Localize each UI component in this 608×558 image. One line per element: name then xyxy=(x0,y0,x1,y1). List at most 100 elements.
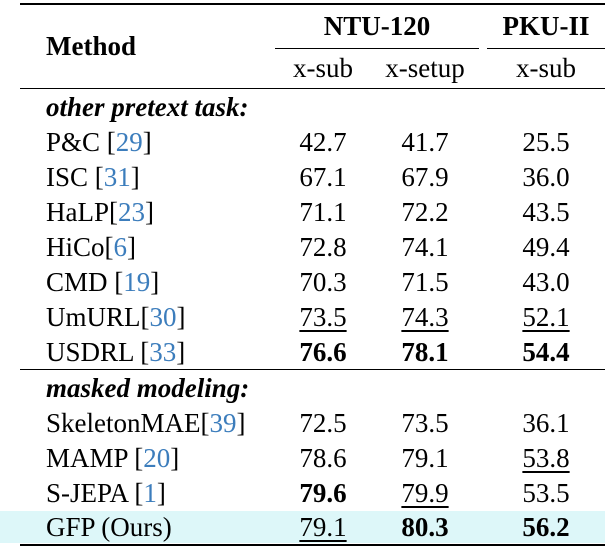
cell-ntu-xsetup: 78.1 xyxy=(371,335,479,370)
value-second-best: 52.1 xyxy=(522,302,570,332)
method-cell: HaLP[23] xyxy=(20,195,275,230)
cite-bracket-open: [ xyxy=(114,267,124,297)
cite-bracket-open: [ xyxy=(134,478,144,508)
citation-link[interactable]: 19 xyxy=(123,267,151,297)
value: 25.5 xyxy=(522,127,570,157)
value-best: 56.2 xyxy=(522,512,570,542)
cell-ntu-xsub: 42.7 xyxy=(275,125,371,160)
cell-pku-xsub: 43.0 xyxy=(487,265,605,300)
cell-ntu-xsub: 79.6 xyxy=(275,476,371,511)
citation-link[interactable]: 6 xyxy=(113,232,128,262)
table-row: HiCo[6] 72.8 74.1 49.4 xyxy=(20,230,605,265)
method-name: USDRL xyxy=(46,336,141,367)
cell-ntu-xsub: 67.1 xyxy=(275,160,371,195)
value: 72.5 xyxy=(299,408,347,438)
cite-bracket-close: ] xyxy=(156,478,166,508)
cite-bracket-open: [ xyxy=(200,408,210,438)
cite-bracket-close: ] xyxy=(145,197,154,227)
cite-bracket-open: [ xyxy=(140,302,150,332)
cell-ntu-xsub: 72.5 xyxy=(275,406,371,441)
value-second-best: 74.3 xyxy=(401,302,449,332)
cite-bracket-open: [ xyxy=(109,197,118,227)
citation-link[interactable]: 30 xyxy=(149,302,177,332)
value: 49.4 xyxy=(522,232,570,262)
citation-link[interactable]: 31 xyxy=(103,162,131,192)
value: 43.5 xyxy=(522,197,570,227)
value: 71.5 xyxy=(401,267,449,297)
gap-cell xyxy=(479,406,487,441)
col-group-pku2: PKU-II xyxy=(487,5,605,49)
value: 72.8 xyxy=(299,232,347,262)
col-header-pku-xsub: x-sub xyxy=(487,49,605,89)
section-title: other pretext task: xyxy=(46,91,249,122)
cell-ntu-xsub: 70.3 xyxy=(275,265,371,300)
cell-ntu-xsetup: 74.1 xyxy=(371,230,479,265)
citation-link[interactable]: 1 xyxy=(143,478,157,508)
section-title: masked modeling: xyxy=(46,372,250,403)
cite-bracket-close: ] xyxy=(142,127,152,157)
method-cell: GFP (Ours) xyxy=(20,511,275,546)
method-name: S-JEPA xyxy=(46,478,135,508)
value-second-best: 79.9 xyxy=(401,478,449,508)
section-title-row: masked modeling: xyxy=(20,370,605,406)
value: 53.5 xyxy=(522,478,570,508)
method-name: MAMP xyxy=(46,443,135,473)
gap-cell xyxy=(479,441,487,476)
section-title-row: other pretext task: xyxy=(20,89,605,125)
gap-cell xyxy=(479,265,487,300)
header-gap xyxy=(479,5,487,89)
table-row-usdrl: USDRL [33] 76.6 78.1 54.4 xyxy=(20,335,605,370)
cell-pku-xsub: 54.4 xyxy=(487,335,605,370)
cell-ntu-xsetup: 79.1 xyxy=(371,441,479,476)
citation-link[interactable]: 29 xyxy=(115,127,143,157)
value: 74.1 xyxy=(401,232,449,262)
cell-ntu-xsub: 73.5 xyxy=(275,300,371,335)
results-table: Method NTU-120 PKU-II x-sub x-setup x-su… xyxy=(20,3,605,546)
value: 71.1 xyxy=(299,197,347,227)
value-second-best: 79.1 xyxy=(299,512,347,542)
method-name: HaLP xyxy=(46,197,109,227)
col-group-ntu120: NTU-120 xyxy=(275,5,479,49)
table-row: CMD [19] 70.3 71.5 43.0 xyxy=(20,265,605,300)
method-name: UmURL xyxy=(46,302,141,332)
cell-ntu-xsetup: 73.5 xyxy=(371,406,479,441)
cell-pku-xsub: 36.0 xyxy=(487,160,605,195)
table-row-umurl: UmURL[30] 73.5 74.3 52.1 xyxy=(20,300,605,335)
table-row: ISC [31] 67.1 67.9 36.0 xyxy=(20,160,605,195)
citation-link[interactable]: 33 xyxy=(149,336,177,367)
cite-bracket-open: [ xyxy=(94,162,104,192)
method-name: P&C xyxy=(46,127,107,157)
method-cell: HiCo[6] xyxy=(20,230,275,265)
cell-ntu-xsetup: 71.5 xyxy=(371,265,479,300)
method-cell: USDRL [33] xyxy=(20,335,275,370)
method-cell: UmURL[30] xyxy=(20,300,275,335)
method-cell: P&C [29] xyxy=(20,125,275,160)
value-best: 54.4 xyxy=(522,336,570,367)
header-group-row: Method NTU-120 PKU-II xyxy=(20,5,605,89)
value-best: 78.1 xyxy=(401,336,449,367)
citation-link[interactable]: 20 xyxy=(143,443,171,473)
value: 67.1 xyxy=(299,162,347,192)
cell-pku-xsub: 52.1 xyxy=(487,300,605,335)
cite-bracket-close: ] xyxy=(176,302,186,332)
cite-bracket-close: ] xyxy=(176,336,186,367)
citation-link[interactable]: 23 xyxy=(118,197,145,227)
citation-link[interactable]: 39 xyxy=(209,408,237,438)
cite-bracket-open: [ xyxy=(140,336,150,367)
value-best: 76.6 xyxy=(299,336,347,367)
cell-ntu-xsub: 71.1 xyxy=(275,195,371,230)
table-row: HaLP[23] 71.1 72.2 43.5 xyxy=(20,195,605,230)
cell-pku-xsub: 53.8 xyxy=(487,441,605,476)
method-name: CMD xyxy=(46,267,115,297)
cell-ntu-xsub: 79.1 xyxy=(275,511,371,546)
value: 42.7 xyxy=(299,127,347,157)
gap-cell xyxy=(479,335,487,370)
cite-bracket-open: [ xyxy=(134,443,144,473)
cell-ntu-xsub: 72.8 xyxy=(275,230,371,265)
value: 79.1 xyxy=(401,443,449,473)
cell-pku-xsub: 56.2 xyxy=(487,511,605,546)
value-second-best: 53.8 xyxy=(522,443,570,473)
value-best: 79.6 xyxy=(299,478,347,508)
method-cell: CMD [19] xyxy=(20,265,275,300)
